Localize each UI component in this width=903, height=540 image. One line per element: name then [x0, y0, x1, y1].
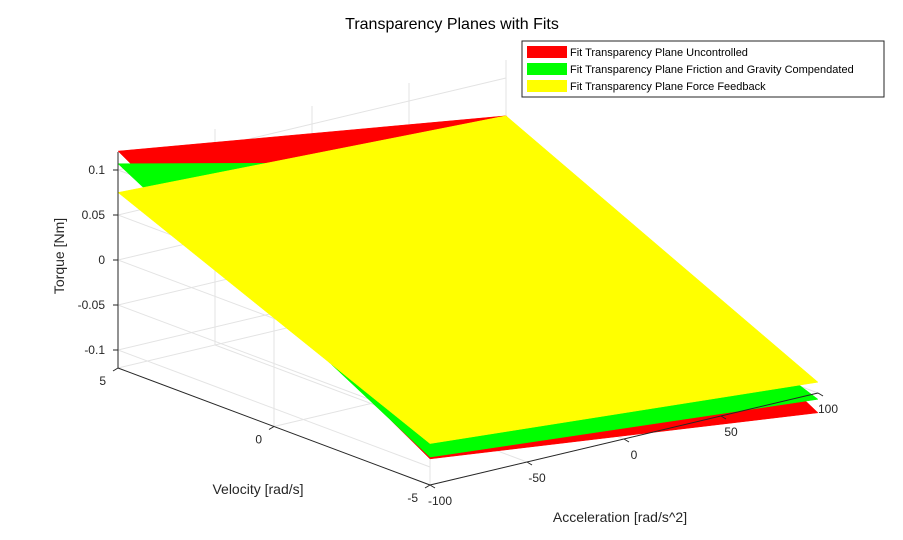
y-axis-label: Velocity [rad/s]	[212, 481, 303, 497]
x-tick-label-3: 50	[724, 425, 738, 439]
x-tick-label-2: 0	[631, 448, 638, 462]
legend-label-0: Fit Transparency Plane Uncontrolled	[570, 47, 748, 59]
legend-label-1: Fit Transparency Plane Friction and Grav…	[570, 64, 854, 76]
z-tick-label-2: 0	[98, 253, 105, 267]
x-tick-mark-4	[817, 392, 824, 397]
legend-swatch-2	[527, 80, 567, 92]
legend-box	[521, 40, 885, 98]
x-tick-mark-2	[623, 438, 630, 443]
z-tick-label-4: 0.1	[88, 163, 105, 177]
plane-series-2	[117, 115, 819, 444]
x-axis-label: Acceleration [rad/s^2]	[553, 509, 687, 525]
planes	[117, 115, 819, 460]
x-tick-label-1: -50	[528, 471, 546, 485]
legend-swatch-0	[527, 46, 567, 58]
y-tick-label-0: -5	[407, 491, 418, 505]
chart-title: Transparency Planes with Fits	[345, 16, 559, 33]
x-tick-mark-3	[720, 415, 727, 420]
legend-label-2: Fit Transparency Plane Force Feedback	[570, 81, 766, 93]
x-tick-mark-0	[429, 484, 436, 489]
x-tick-label-4: 100	[818, 402, 838, 416]
y-tick-mark-0	[424, 484, 431, 489]
legend-swatch-1	[527, 63, 567, 75]
z-axis-label: Torque [Nm]	[51, 218, 67, 294]
z-tick-label-0: -0.1	[84, 343, 105, 357]
x-tick-mark-1	[526, 461, 533, 466]
y-tick-mark-1	[268, 426, 275, 430]
legend: Fit Transparency Plane Uncontrolled Fit …	[521, 40, 885, 98]
x-tick-label-0: -100	[428, 494, 452, 508]
y-tick-mark-2	[112, 367, 119, 372]
y-tick-label-1: 0	[255, 433, 262, 447]
y-tick-label-2: 5	[99, 374, 106, 388]
axes	[112, 152, 824, 489]
z-tick-label-1: -0.05	[78, 298, 106, 312]
z-tick-label-3: 0.05	[82, 208, 106, 222]
